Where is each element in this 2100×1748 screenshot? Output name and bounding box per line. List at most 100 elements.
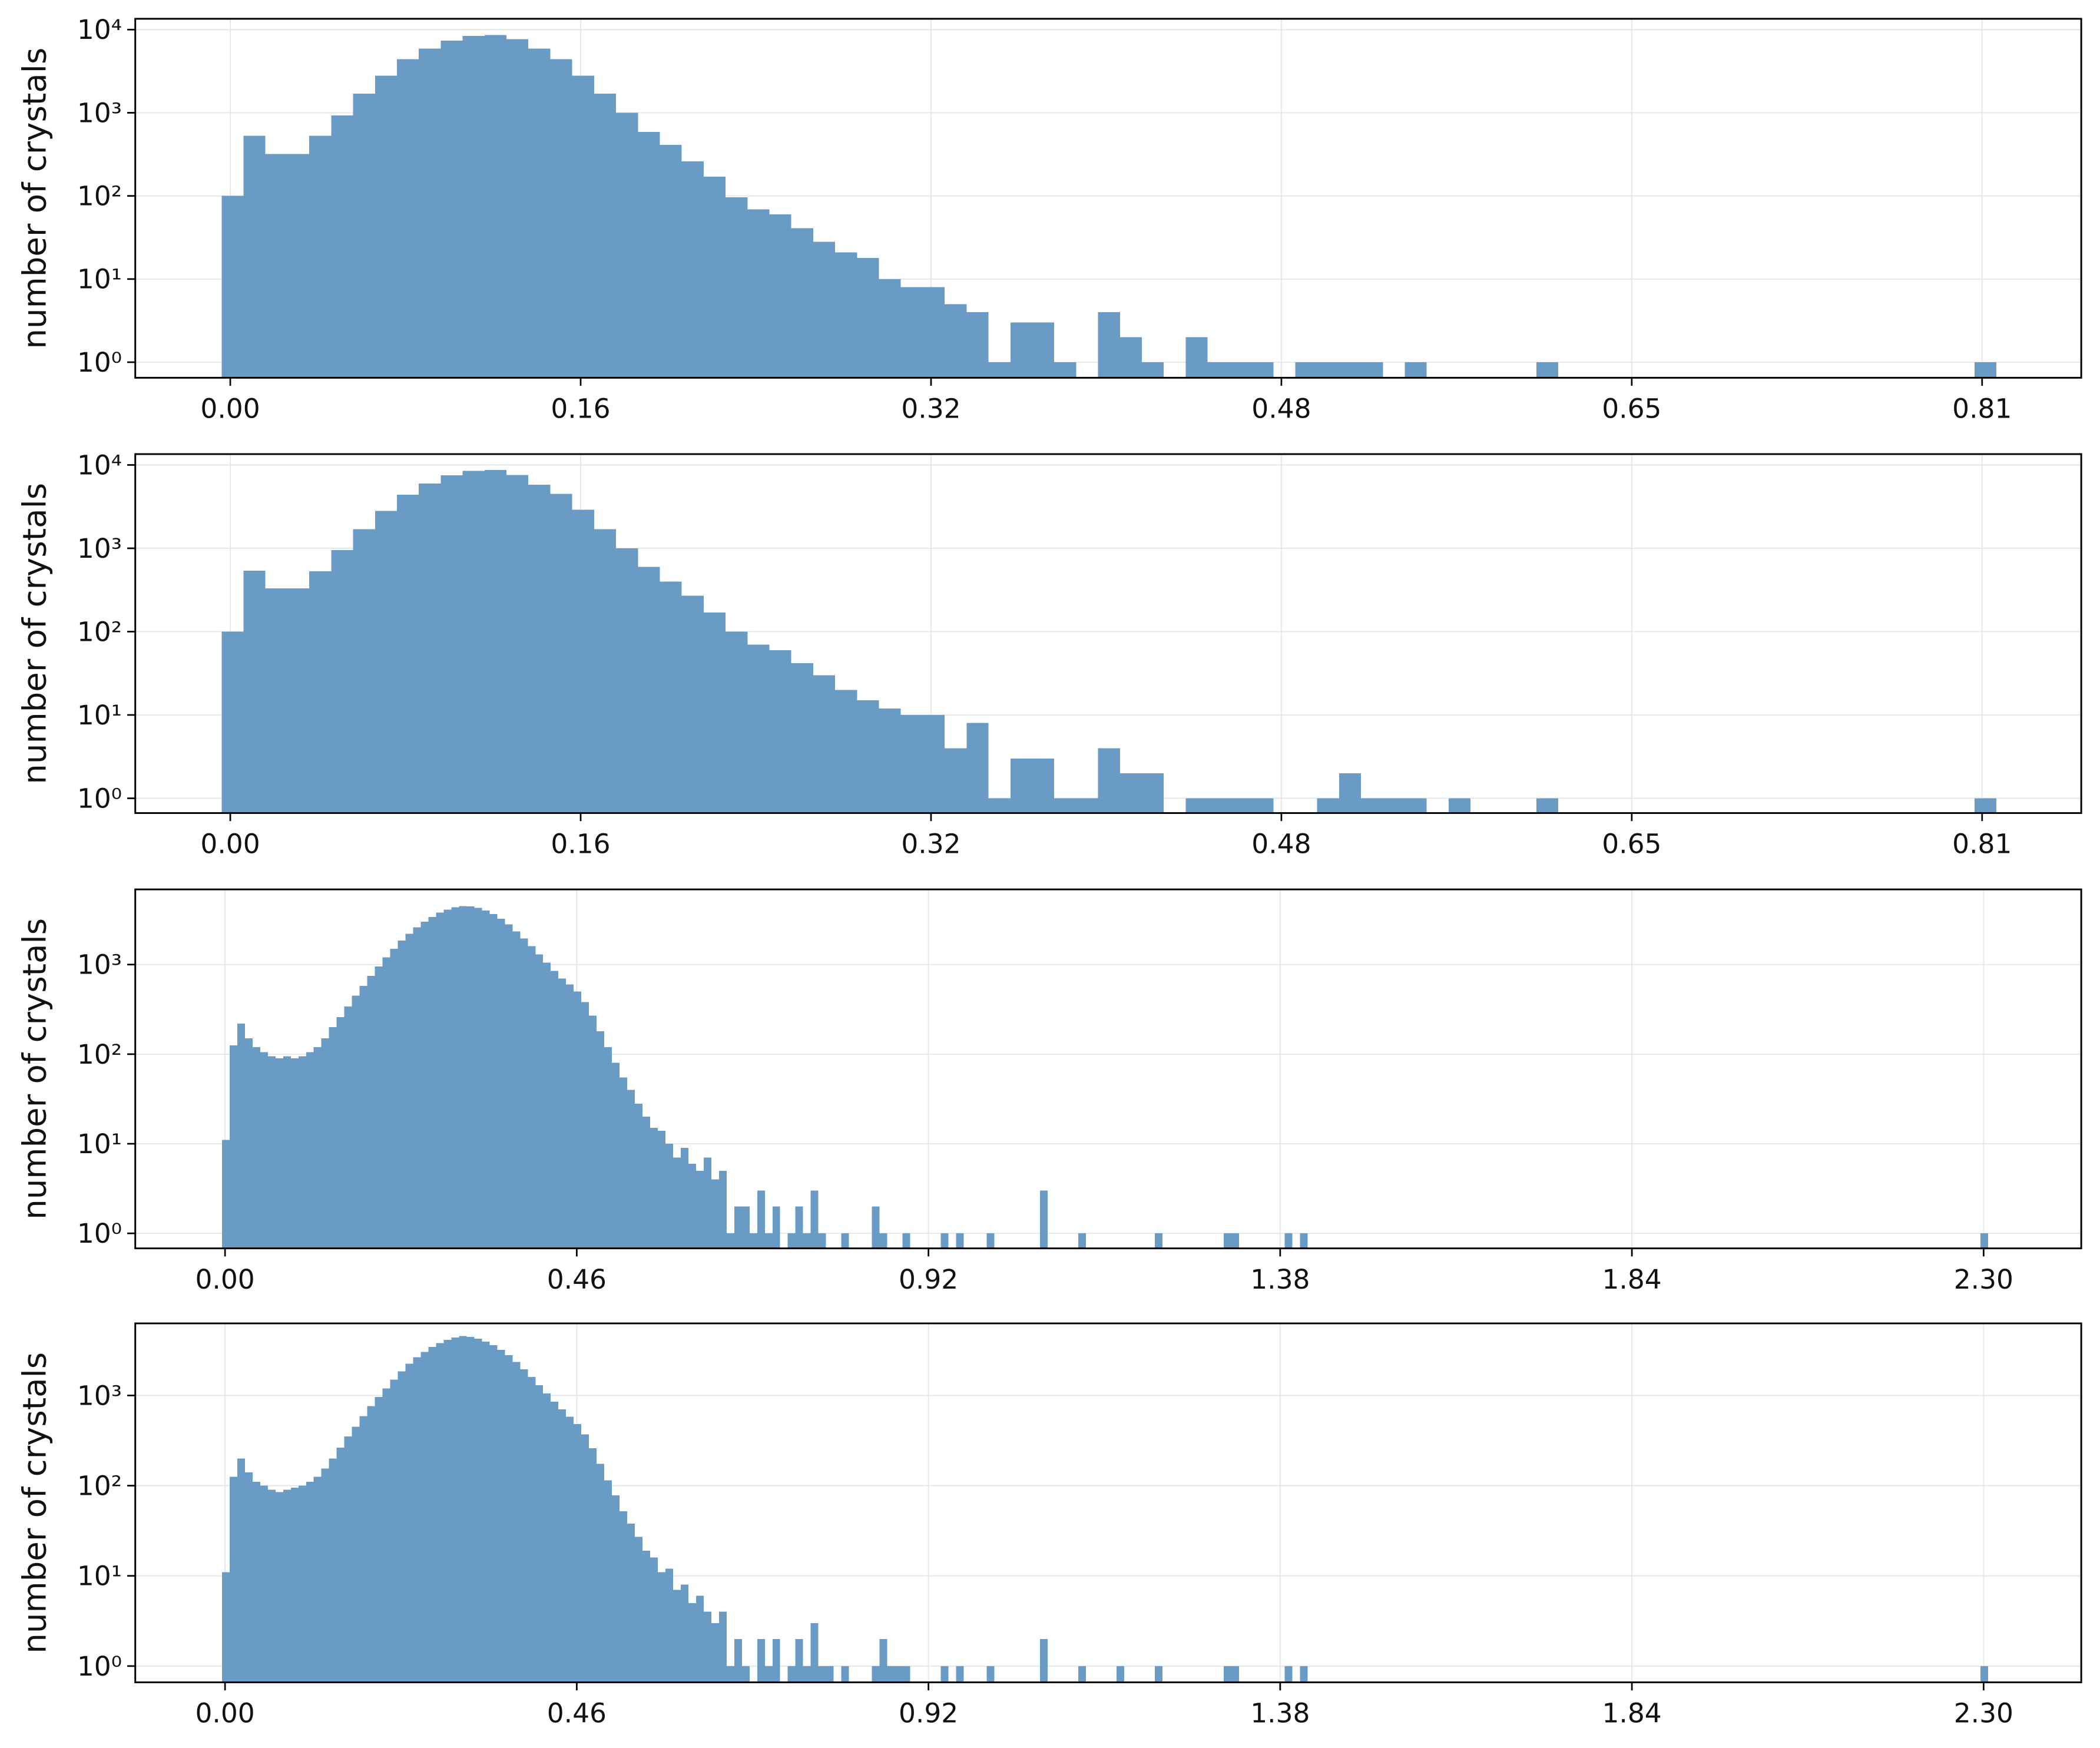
bar bbox=[642, 1551, 651, 1683]
bar bbox=[795, 1206, 803, 1249]
bar bbox=[352, 1426, 360, 1683]
bar bbox=[221, 1140, 230, 1249]
bar bbox=[612, 1495, 620, 1683]
bar bbox=[1032, 758, 1055, 813]
bar bbox=[440, 475, 463, 813]
bar bbox=[528, 1377, 536, 1683]
bar bbox=[506, 475, 529, 813]
bar bbox=[703, 1157, 711, 1249]
bar bbox=[309, 571, 332, 813]
bar bbox=[237, 1458, 245, 1683]
bar bbox=[1142, 362, 1164, 378]
bar bbox=[841, 1233, 849, 1249]
bar bbox=[695, 1595, 704, 1683]
bar bbox=[221, 1572, 230, 1683]
bar bbox=[229, 1476, 237, 1683]
bar bbox=[879, 1638, 887, 1683]
bar bbox=[413, 1357, 421, 1683]
bar bbox=[769, 214, 791, 378]
plot-frame bbox=[134, 453, 2082, 815]
bar bbox=[757, 1638, 765, 1683]
bar bbox=[594, 93, 617, 378]
bar bbox=[566, 984, 574, 1249]
y-tick-label: 10² bbox=[77, 1039, 122, 1070]
bar bbox=[620, 1077, 628, 1249]
bar bbox=[597, 1031, 605, 1249]
bar bbox=[252, 1482, 260, 1683]
x-tick-label: 0.32 bbox=[901, 393, 960, 425]
bar bbox=[660, 581, 682, 813]
bar bbox=[1142, 773, 1164, 813]
bar bbox=[1251, 798, 1274, 813]
y-tick-label: 10⁴ bbox=[77, 14, 122, 45]
bar bbox=[329, 1458, 337, 1683]
bar bbox=[428, 1347, 436, 1683]
y-tick-label: 10⁰ bbox=[77, 1651, 122, 1682]
bar bbox=[879, 1233, 887, 1249]
bar bbox=[436, 912, 444, 1249]
bar bbox=[459, 1336, 467, 1683]
bar bbox=[826, 1666, 834, 1683]
bar bbox=[390, 1379, 398, 1683]
bar bbox=[1119, 773, 1142, 813]
bar bbox=[616, 548, 638, 813]
bar bbox=[290, 1487, 299, 1683]
bar bbox=[986, 1233, 995, 1249]
y-axis-label: number of crystals bbox=[15, 918, 53, 1220]
bar bbox=[650, 1128, 658, 1249]
bar bbox=[482, 1342, 490, 1683]
x-tick-label: 0.48 bbox=[1251, 829, 1311, 860]
panel: 10⁰ 10¹ 10² 10³ 0.00 0.46 0.92 1.38 1.84 2.30 numb… bbox=[15, 1322, 2082, 1729]
bar bbox=[650, 1557, 658, 1683]
bar bbox=[382, 1388, 390, 1683]
bar bbox=[612, 1062, 620, 1249]
bar bbox=[558, 978, 567, 1249]
bar bbox=[321, 1468, 329, 1683]
bar bbox=[900, 714, 923, 813]
bar bbox=[1098, 312, 1120, 378]
bar bbox=[440, 40, 463, 378]
bar bbox=[462, 35, 485, 378]
bar bbox=[772, 1206, 780, 1249]
y-axis-label: number of crystals bbox=[15, 1352, 53, 1654]
bar bbox=[594, 529, 617, 813]
bar bbox=[734, 1638, 742, 1683]
panel: 10⁰ 10¹ 10² 10³ 10⁴ 0.00 0.16 0.32 0.48 0.65 0.81 n… bbox=[15, 449, 2082, 860]
bar bbox=[528, 946, 536, 1249]
bar bbox=[298, 1485, 306, 1683]
bar bbox=[1980, 1233, 1989, 1249]
y-tick-label: 10¹ bbox=[77, 1128, 122, 1160]
bar bbox=[1339, 362, 1362, 378]
bar bbox=[1339, 773, 1362, 813]
bar bbox=[922, 714, 945, 813]
bar bbox=[331, 115, 353, 378]
bar bbox=[359, 985, 367, 1249]
bar bbox=[484, 470, 507, 813]
bar bbox=[1231, 1666, 1239, 1683]
bar bbox=[260, 1052, 268, 1249]
bar bbox=[703, 1611, 711, 1683]
bar bbox=[443, 909, 452, 1249]
bar bbox=[265, 588, 287, 813]
bar bbox=[657, 1130, 665, 1249]
bar bbox=[1119, 337, 1142, 378]
plot-frame bbox=[134, 888, 2082, 1250]
bar bbox=[375, 966, 383, 1249]
y-axis-label: number of crystals bbox=[15, 483, 53, 784]
bar bbox=[695, 1170, 704, 1249]
bar bbox=[443, 1339, 452, 1683]
bar bbox=[1117, 1666, 1124, 1683]
bar bbox=[497, 1350, 505, 1683]
bar bbox=[726, 1233, 734, 1249]
bar bbox=[353, 93, 375, 378]
x-tick-label: 0.81 bbox=[1952, 829, 2012, 860]
x-tick-label: 1.84 bbox=[1602, 1698, 1661, 1729]
bar bbox=[1536, 798, 1558, 813]
bar bbox=[275, 1058, 283, 1249]
bar bbox=[1229, 362, 1252, 378]
bar bbox=[749, 1233, 757, 1249]
bar bbox=[1154, 1233, 1162, 1249]
bar bbox=[309, 135, 332, 378]
bar bbox=[680, 1584, 688, 1683]
bar bbox=[1076, 798, 1098, 813]
